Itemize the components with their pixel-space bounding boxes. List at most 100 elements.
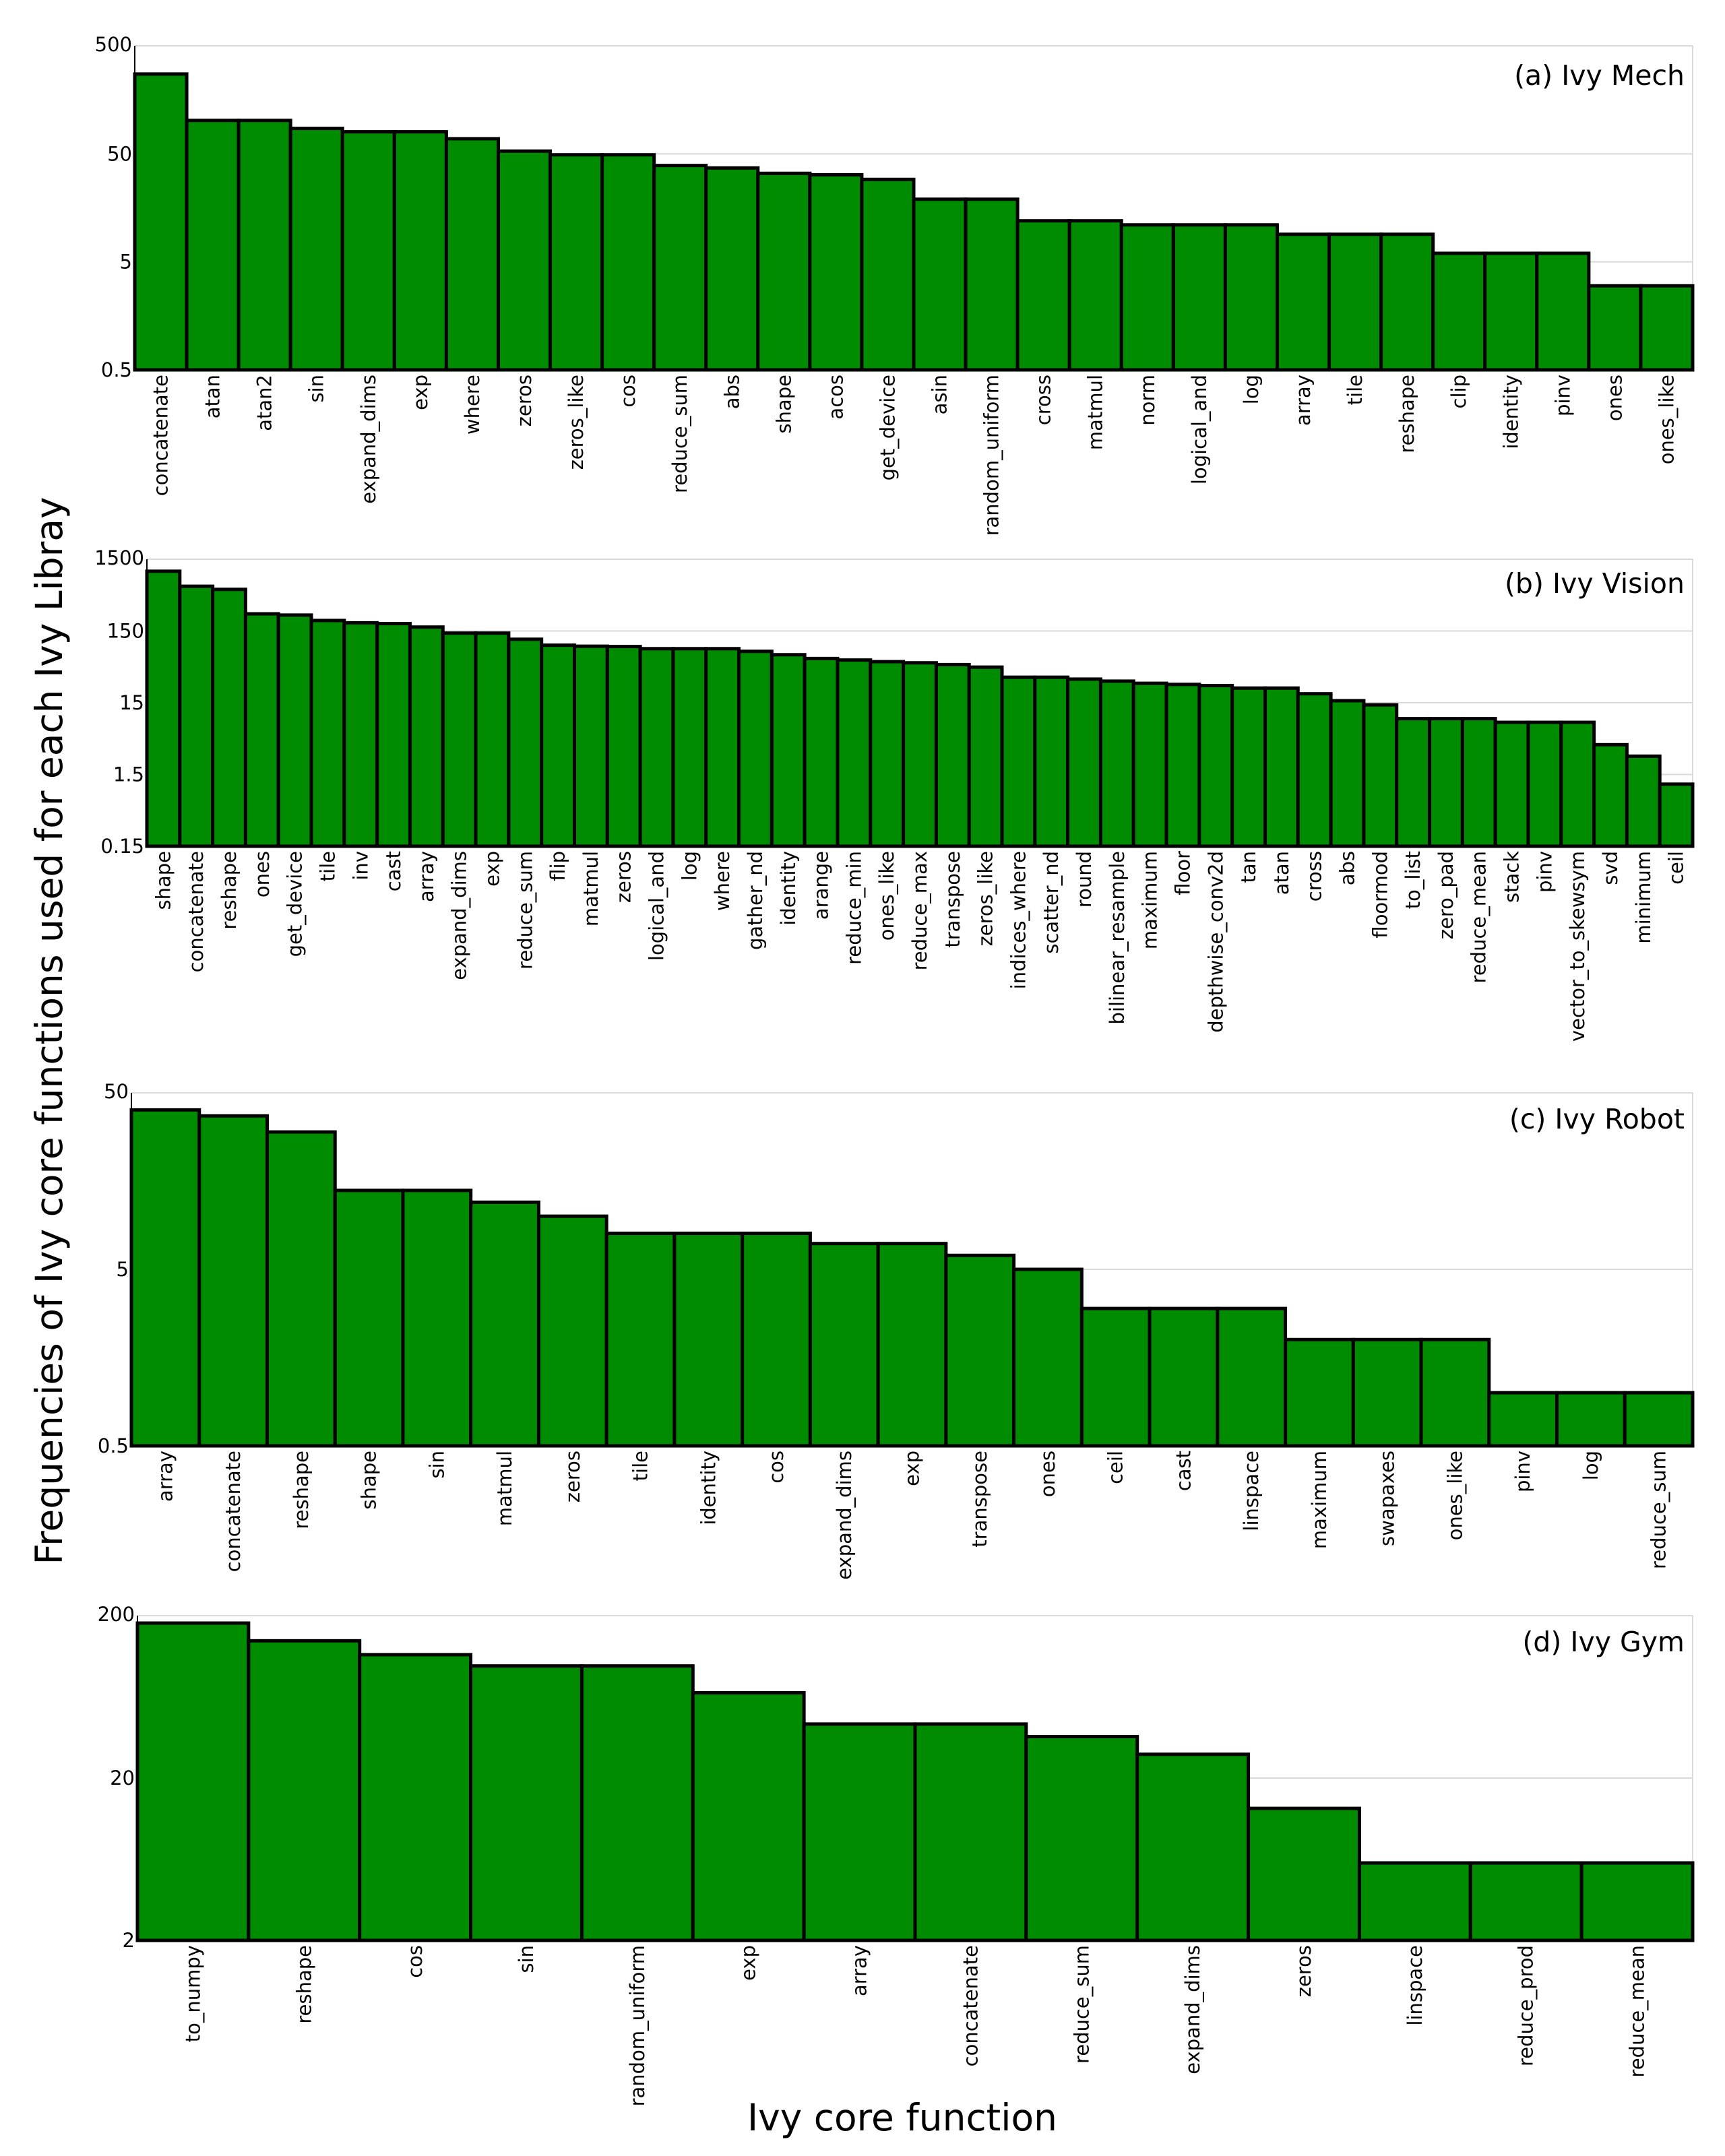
x-tick-label: random_uniform bbox=[980, 375, 1003, 536]
x-tick-label: reduce_sum bbox=[513, 851, 536, 970]
x-tick-label: get_device bbox=[876, 375, 899, 480]
bar bbox=[944, 1253, 1016, 1448]
x-tick-label: zeros bbox=[1292, 1945, 1315, 1997]
x-tick-label: pinv bbox=[1511, 1451, 1534, 1492]
panel-title: (b) Ivy Vision bbox=[1505, 567, 1685, 600]
x-tick-label: concatenate bbox=[185, 851, 208, 972]
x-tick-label: stack bbox=[1501, 851, 1524, 903]
x-tick-label: random_uniform bbox=[626, 1945, 649, 2106]
x-tick-label: logical_and bbox=[1188, 375, 1211, 484]
x-tick-label: exp bbox=[737, 1945, 760, 1981]
bar bbox=[1275, 232, 1331, 372]
x-tick-label: cos bbox=[617, 375, 639, 408]
bar bbox=[691, 1690, 806, 1942]
bar bbox=[1555, 1391, 1627, 1448]
bar bbox=[1216, 1306, 1288, 1448]
bar bbox=[1587, 284, 1643, 372]
x-tick-label: array bbox=[154, 1451, 177, 1502]
bar bbox=[808, 1242, 880, 1448]
x-tick-label: cast bbox=[1172, 1451, 1195, 1491]
bar bbox=[333, 1188, 405, 1448]
bar bbox=[358, 1653, 473, 1942]
bar bbox=[1015, 219, 1071, 372]
bar bbox=[756, 171, 812, 372]
x-tick-label: zeros_like bbox=[565, 375, 588, 470]
bar bbox=[469, 1200, 540, 1448]
y-tick-label: 5 bbox=[120, 251, 132, 274]
bar bbox=[876, 1242, 948, 1448]
bar bbox=[913, 1722, 1028, 1942]
x-tick-label: reshape bbox=[1395, 375, 1418, 453]
bar bbox=[1639, 284, 1695, 372]
bar bbox=[1033, 675, 1070, 848]
x-tick-label: ceil bbox=[1665, 851, 1688, 885]
x-tick-label: zeros bbox=[561, 1451, 584, 1502]
x-tick-label: reduce_max bbox=[908, 851, 931, 970]
x-tick-label: log bbox=[1579, 1451, 1602, 1480]
x-tick-label: reshape bbox=[290, 1451, 313, 1529]
y-tick-label: 0.15 bbox=[100, 835, 144, 858]
bar bbox=[1098, 679, 1135, 848]
x-tick-label: cast bbox=[382, 851, 405, 891]
x-tick-label: logical_and bbox=[646, 851, 668, 961]
bar bbox=[288, 127, 344, 372]
y-tick-label: 1.5 bbox=[113, 763, 144, 786]
x-tick-label: reduce_sum bbox=[1070, 1945, 1093, 2064]
bar bbox=[770, 653, 807, 848]
bar bbox=[1197, 684, 1234, 848]
bar bbox=[375, 622, 412, 848]
x-tick-label: floormod bbox=[1369, 851, 1391, 939]
bar bbox=[1623, 1391, 1695, 1448]
x-tick-label: ones_like bbox=[1443, 1451, 1466, 1540]
x-tick-label: reduce_sum bbox=[668, 375, 691, 493]
bar bbox=[737, 649, 774, 848]
x-tick-label: minimum bbox=[1632, 851, 1655, 944]
x-tick-label: reduce_prod bbox=[1515, 1945, 1538, 2066]
bar bbox=[1230, 686, 1267, 848]
bar bbox=[638, 647, 675, 848]
bar bbox=[1428, 717, 1464, 848]
x-tick-label: depthwise_conv2d bbox=[1204, 851, 1227, 1033]
x-tick-label: gather_nd bbox=[744, 851, 767, 950]
bar bbox=[808, 172, 864, 372]
x-tick-label: swapaxes bbox=[1376, 1451, 1399, 1546]
bar bbox=[1526, 720, 1563, 848]
bar bbox=[1559, 720, 1596, 848]
bar bbox=[178, 584, 215, 848]
y-tick-label: 200 bbox=[98, 1603, 135, 1626]
y-tick-label: 5 bbox=[117, 1258, 129, 1281]
bar bbox=[1487, 1391, 1559, 1448]
bar bbox=[741, 1232, 812, 1448]
x-tick-label: atan2 bbox=[253, 375, 276, 431]
x-tick-label: sin bbox=[425, 1451, 448, 1479]
x-tick-label: abs bbox=[1336, 851, 1359, 885]
x-tick-label: ceil bbox=[1104, 1451, 1127, 1484]
bar bbox=[1357, 1861, 1472, 1942]
panel-title: (c) Ivy Robot bbox=[1509, 1103, 1685, 1135]
x-tick-label: expand_dims bbox=[448, 851, 471, 980]
x-tick-label: reduce_mean bbox=[1468, 851, 1491, 983]
x-tick-label: clip bbox=[1447, 375, 1470, 408]
x-tick-label: acos bbox=[824, 375, 847, 420]
x-tick-label: where bbox=[461, 375, 484, 435]
bar bbox=[197, 1114, 269, 1448]
bar bbox=[1067, 219, 1123, 372]
x-tick-label: indices_where bbox=[1007, 851, 1030, 989]
x-tick-label: sin bbox=[515, 1945, 538, 1973]
bar bbox=[1351, 1337, 1423, 1448]
y-tick-label: 50 bbox=[107, 142, 132, 165]
bar bbox=[1024, 1734, 1139, 1942]
x-tick-label: array bbox=[415, 851, 438, 902]
bar bbox=[540, 643, 577, 848]
x-tick-label: abs bbox=[720, 375, 743, 409]
bar bbox=[243, 612, 280, 848]
x-tick-label: floor bbox=[1171, 851, 1194, 895]
bar bbox=[536, 1214, 608, 1448]
y-tick-label: 15 bbox=[119, 691, 144, 714]
panel-title: (d) Ivy Gym bbox=[1522, 1626, 1685, 1658]
bar bbox=[802, 1722, 917, 1942]
bar bbox=[1247, 1806, 1361, 1942]
x-tick-label: arange bbox=[810, 851, 833, 920]
bar bbox=[964, 197, 1020, 372]
